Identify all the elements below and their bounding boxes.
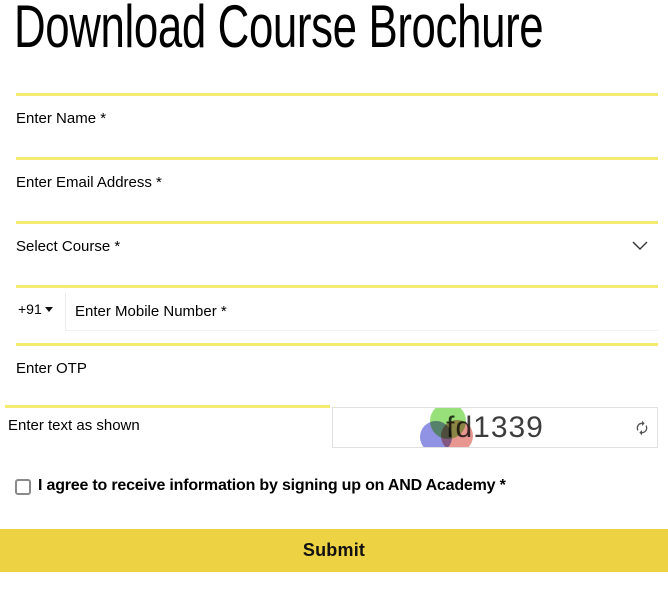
- name-input[interactable]: [16, 96, 658, 127]
- mobile-field-row: +91: [16, 285, 658, 343]
- captcha-refresh-button[interactable]: [634, 420, 650, 436]
- consent-checkbox[interactable]: [15, 479, 31, 495]
- course-select-label: Select Course *: [16, 238, 121, 255]
- consent-row: I agree to receive information by signin…: [15, 477, 506, 495]
- refresh-icon: [634, 420, 650, 439]
- country-code-selector[interactable]: +91: [18, 301, 53, 317]
- otp-input[interactable]: [16, 346, 658, 377]
- name-field-row: [16, 93, 658, 157]
- submit-button[interactable]: Submit: [0, 529, 668, 572]
- email-field-row: [16, 157, 658, 221]
- captcha-text-input[interactable]: [5, 408, 330, 434]
- page-title: Download Course Brochure: [14, 0, 544, 60]
- otp-field-row: [16, 343, 658, 405]
- captcha-image: fd1339: [332, 407, 658, 448]
- captcha-text-field-row: [5, 405, 330, 449]
- mobile-number-input[interactable]: [65, 293, 658, 331]
- caret-down-icon: [44, 307, 53, 312]
- consent-label: I agree to receive information by signin…: [38, 477, 506, 494]
- chevron-down-icon[interactable]: [632, 238, 648, 256]
- course-select[interactable]: Select Course *: [16, 221, 658, 285]
- country-code-value: +91: [18, 301, 42, 317]
- captcha-code-text: fd1339: [446, 411, 544, 444]
- email-input[interactable]: [16, 160, 658, 191]
